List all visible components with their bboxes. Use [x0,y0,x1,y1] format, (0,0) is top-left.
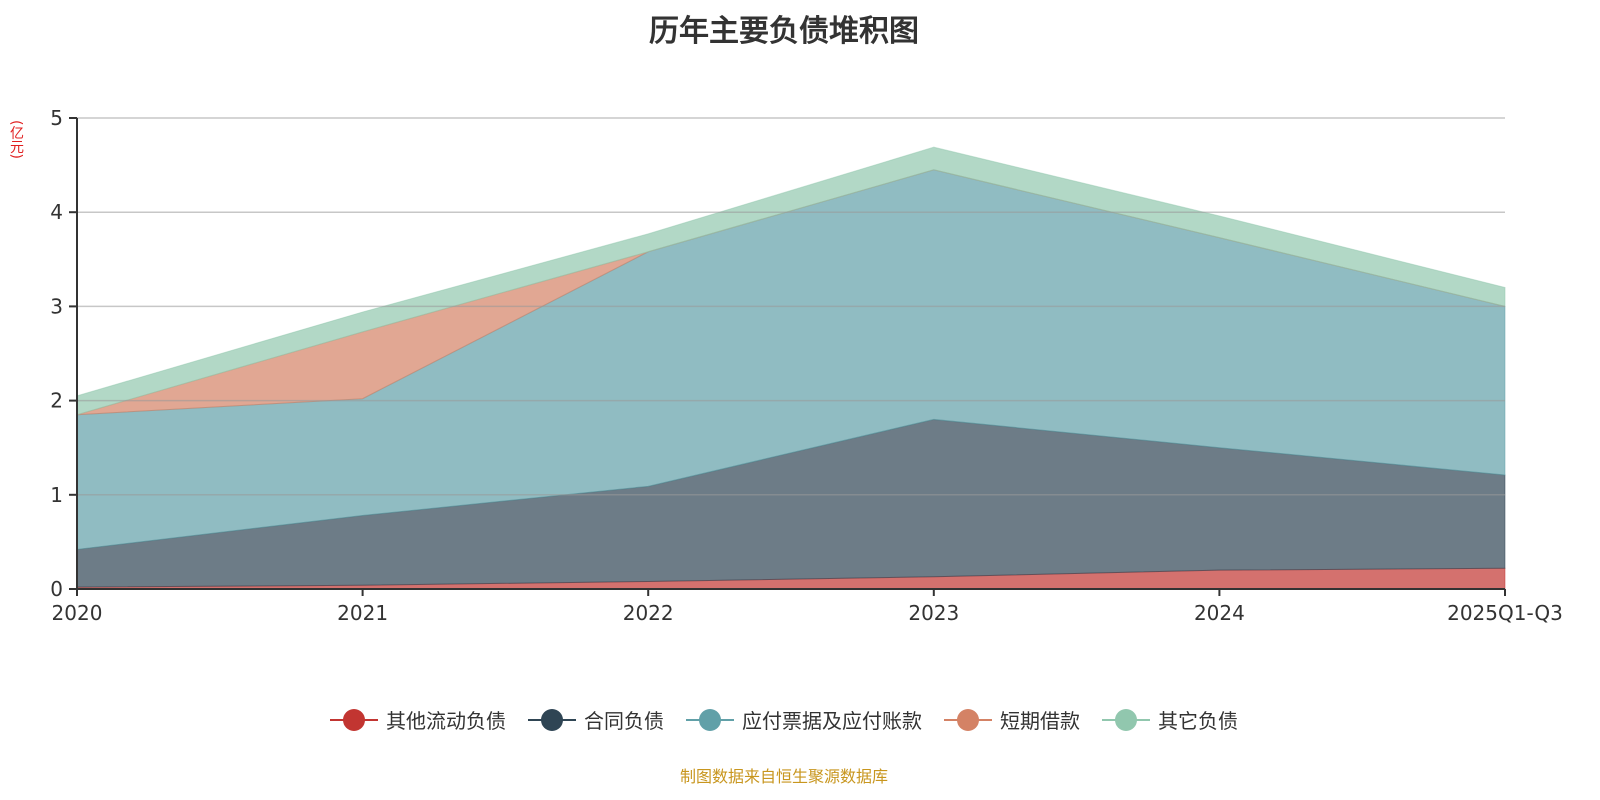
x-tick-label: 2020 [52,601,103,625]
area-layer [76,146,1506,590]
chart-title: 历年主要负债堆积图 [649,14,919,49]
legend: 其他流动负债 合同负债 应付票据及应付账款 短期借款 其它负债 [0,705,1568,734]
legend-label: 短期借款 [1000,709,1080,733]
legend-label: 其它负债 [1158,709,1238,733]
y-tick-label: 2 [50,389,63,413]
y-tick-label: 4 [50,200,63,224]
legend-item[interactable]: 应付票据及应付账款 [686,705,922,734]
legend-item[interactable]: 短期借款 [944,705,1080,734]
y-tick-label: 3 [50,294,63,318]
legend-item[interactable]: 合同负债 [528,705,664,734]
x-tick-label: 2021 [337,601,388,625]
x-tick-label: 2023 [908,601,959,625]
legend-label: 应付票据及应付账款 [742,709,922,733]
legend-label: 其他流动负债 [386,709,506,733]
y-axis-unit: (亿元) [8,120,24,159]
x-tick-label: 2024 [1194,601,1245,625]
x-tick-label: 2025Q1-Q3 [1447,601,1563,625]
data-source-note: 制图数据来自恒生聚源数据库 [679,767,888,786]
legend-marker-icon [1102,708,1150,732]
legend-item[interactable]: 其他流动负债 [330,705,506,734]
legend-marker-icon [528,708,576,732]
y-tick-label: 1 [50,483,63,507]
y-tick-label: 0 [50,577,63,601]
legend-marker-icon [686,708,734,732]
legend-label: 合同负债 [584,709,664,733]
y-tick-label: 5 [50,106,63,130]
stacked-area-chart: 0 1 2 3 4 5 2020 2021 2022 2023 2024 2025Q1-Q3 [50,106,1563,625]
x-tick-label: 2022 [623,601,674,625]
legend-item[interactable]: 其它负债 [1102,705,1238,734]
legend-marker-icon [330,708,378,732]
legend-marker-icon [944,708,992,732]
